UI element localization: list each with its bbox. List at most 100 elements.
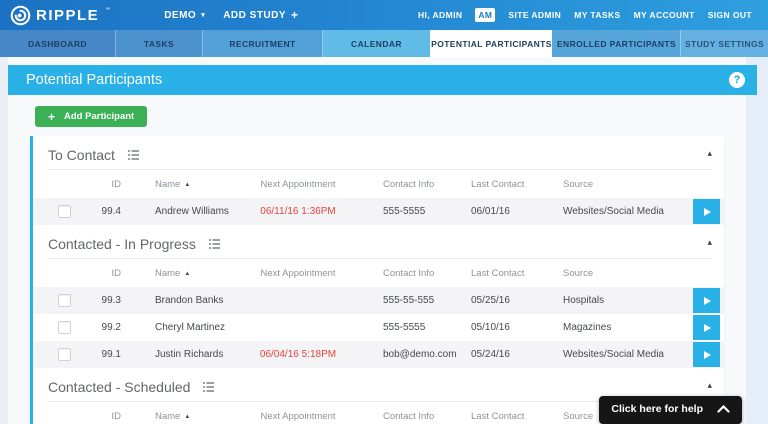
column-header-contact-info[interactable]: Contact Info: [383, 410, 435, 422]
chevron-right-icon: [704, 350, 711, 359]
column-header-id[interactable]: ID: [111, 410, 122, 422]
open-participant-button[interactable]: [693, 288, 720, 313]
tab-recruitment[interactable]: RECRUITMENT: [202, 30, 322, 57]
cell-id: 99.1: [101, 349, 121, 360]
list-view-icon[interactable]: [208, 239, 220, 249]
collapse-section-icon[interactable]: ▴: [707, 148, 712, 158]
page-content: + Add Participant To Contact ▴ ID Name ▲: [8, 95, 746, 424]
column-header-id[interactable]: ID: [111, 178, 122, 190]
participant-section: Contacted - Scheduled ▴ ID Name ▲ Next Ap…: [33, 368, 724, 424]
cell-source: Websites/Social Media: [563, 206, 664, 217]
tab-calendar[interactable]: CALENDAR: [322, 30, 430, 57]
sort-ascending-icon: ▲: [184, 270, 191, 277]
help-icon[interactable]: ?: [729, 72, 745, 88]
column-header-contact-info[interactable]: Contact Info: [383, 267, 435, 279]
section-header[interactable]: Contacted - In Progress ▴: [48, 225, 712, 259]
study-tab-bar: DASHBOARD TASKS RECRUITMENT CALENDAR POT…: [0, 30, 768, 57]
tab-potential-participants[interactable]: POTENTIAL PARTICIPANTS: [430, 30, 552, 57]
chevron-right-icon: [704, 296, 711, 305]
section-title: Contacted - In Progress: [48, 236, 196, 252]
section-title: Contacted - Scheduled: [48, 379, 191, 395]
open-participant-button[interactable]: [693, 342, 720, 367]
row-checkbox[interactable]: [58, 321, 71, 334]
cell-id: 99.3: [101, 295, 121, 306]
collapse-section-icon[interactable]: ▴: [707, 380, 712, 390]
add-study-label: ADD STUDY: [223, 9, 287, 21]
nav-my-tasks[interactable]: MY TASKS: [574, 10, 621, 20]
row-checkbox[interactable]: [58, 205, 71, 218]
section-header[interactable]: Contacted - Scheduled ▴: [48, 368, 712, 402]
tab-enrolled-participants[interactable]: ENROLLED PARTICIPANTS: [552, 30, 680, 57]
column-header-source[interactable]: Source: [563, 178, 594, 190]
tab-dashboard[interactable]: DASHBOARD: [0, 30, 115, 57]
cell-contact-info: 555-55-555: [383, 295, 435, 306]
column-header-last-contact[interactable]: Last Contact: [471, 178, 525, 190]
tab-study-settings[interactable]: STUDY SETTINGS: [680, 30, 768, 57]
column-header-source[interactable]: Source: [563, 267, 594, 279]
cell-contact-info: bob@demo.com: [383, 349, 457, 360]
cell-source: Magazines: [563, 322, 612, 333]
participant-section: Contacted - In Progress ▴ ID Name ▲ Next …: [33, 225, 724, 368]
participant-row: 99.4 Andrew Williams 06/11/16 1:36PM 555…: [33, 198, 724, 225]
column-header-name[interactable]: Name ▲: [155, 267, 191, 279]
participant-section: To Contact ▴ ID Name ▲ Next Appointment C…: [33, 136, 724, 225]
row-checkbox[interactable]: [58, 294, 71, 307]
section-title: To Contact: [48, 147, 115, 163]
participants-panel: To Contact ▴ ID Name ▲ Next Appointment C…: [30, 136, 724, 424]
cell-name: Cheryl Martinez: [155, 322, 226, 333]
column-header-next-appointment[interactable]: Next Appointment: [260, 178, 336, 190]
ripple-logo[interactable]: RIPPLE ™: [10, 5, 110, 26]
nav-site-admin[interactable]: SITE ADMIN: [508, 10, 562, 20]
table-header-row: ID Name ▲ Next Appointment Contact Info L…: [33, 402, 724, 424]
column-header-source[interactable]: Source: [563, 410, 594, 422]
nav-sign-out[interactable]: SIGN OUT: [707, 10, 752, 20]
table-rows: 99.4 Andrew Williams 06/11/16 1:36PM 555…: [33, 198, 724, 225]
study-selector-menu[interactable]: DEMO ▾: [164, 10, 205, 21]
plus-icon: +: [48, 109, 56, 124]
user-navigation: HI, ADMIN AM SITE ADMIN MY TASKS MY ACCO…: [418, 8, 752, 22]
column-header-contact-info[interactable]: Contact Info: [383, 178, 435, 190]
avatar[interactable]: AM: [475, 8, 496, 22]
open-participant-button[interactable]: [693, 315, 720, 340]
page-title: Potential Participants: [26, 72, 163, 88]
tab-tasks[interactable]: TASKS: [115, 30, 202, 57]
list-view-icon[interactable]: [127, 150, 139, 160]
section-header[interactable]: To Contact ▴: [48, 136, 712, 170]
nav-my-account[interactable]: MY ACCOUNT: [633, 10, 695, 20]
column-header-last-contact[interactable]: Last Contact: [471, 410, 525, 422]
column-header-name[interactable]: Name ▲: [155, 178, 191, 190]
column-header-next-appointment[interactable]: Next Appointment: [260, 267, 336, 279]
table-header-row: ID Name ▲ Next Appointment Contact Info L…: [33, 259, 724, 287]
cell-name: Brandon Banks: [155, 295, 224, 306]
cell-name: Justin Richards: [155, 349, 224, 360]
help-tooltip[interactable]: Click here for help: [599, 396, 742, 424]
chevron-right-icon: [704, 207, 711, 216]
ripple-logo-icon: [10, 5, 31, 25]
cell-last-contact: 05/25/16: [471, 295, 510, 306]
top-navigation-bar: RIPPLE ™ DEMO ▾ ADD STUDY + HI, ADMIN AM …: [0, 0, 768, 30]
list-view-icon[interactable]: [203, 382, 215, 392]
open-participant-button[interactable]: [693, 199, 720, 224]
trademark-symbol: ™: [105, 7, 111, 13]
left-gutter: [0, 57, 8, 424]
sort-ascending-icon: ▲: [184, 413, 191, 420]
chevron-down-icon: ▾: [201, 11, 206, 19]
cell-id: 99.4: [101, 206, 121, 217]
plus-icon: +: [291, 8, 299, 22]
add-participant-button[interactable]: + Add Participant: [35, 106, 148, 127]
user-greeting: HI, ADMIN: [418, 10, 463, 20]
cell-next-appointment: 06/11/16 1:36PM: [260, 206, 336, 217]
cell-source: Websites/Social Media: [563, 349, 664, 360]
column-header-last-contact[interactable]: Last Contact: [471, 267, 525, 279]
logo-text: RIPPLE: [36, 6, 100, 24]
column-header-id[interactable]: ID: [111, 267, 122, 279]
cell-last-contact: 06/01/16: [471, 206, 510, 217]
add-study-button[interactable]: ADD STUDY +: [223, 9, 298, 21]
cell-last-contact: 05/10/16: [471, 322, 510, 333]
column-header-name[interactable]: Name ▲: [155, 410, 191, 422]
participant-row: 99.1 Justin Richards 06/04/16 5:18PM bob…: [33, 341, 724, 368]
column-header-next-appointment[interactable]: Next Appointment: [260, 410, 336, 422]
cell-name: Andrew Williams: [155, 206, 229, 217]
row-checkbox[interactable]: [58, 348, 71, 361]
collapse-section-icon[interactable]: ▴: [707, 237, 712, 247]
